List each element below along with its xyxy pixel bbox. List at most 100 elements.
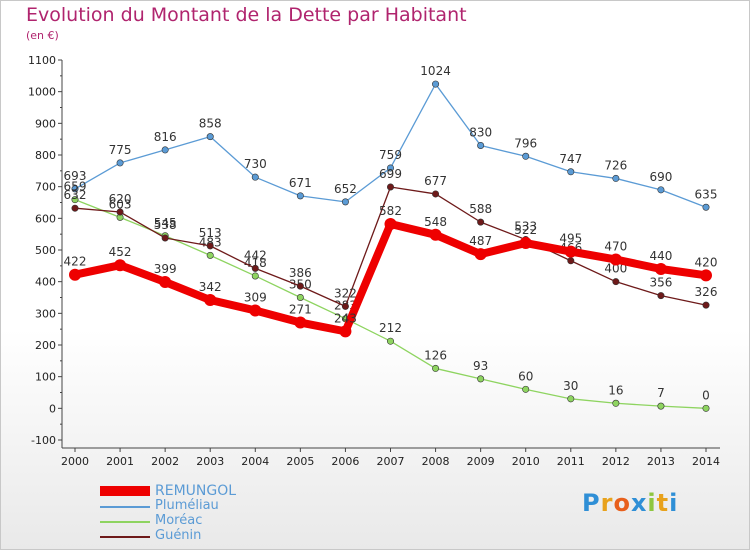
data-label-moreac: 30 [563, 379, 578, 393]
x-tick-label: 2004 [241, 455, 269, 468]
data-label-remungol: 582 [379, 204, 402, 218]
data-point-remungol [654, 263, 667, 275]
legend-item-plumeliau: Pluméliau [100, 499, 360, 514]
data-point-remungol [384, 218, 397, 231]
data-point-plumeliau [341, 198, 349, 206]
data-point-plumeliau [432, 80, 440, 88]
data-label-plumeliau: 830 [469, 126, 492, 140]
data-label-remungol: 342 [199, 280, 222, 294]
x-tick-label: 2008 [422, 455, 450, 468]
data-label-plumeliau: 816 [154, 130, 177, 144]
data-label-guenin: 588 [469, 202, 492, 216]
data-point-guenin [251, 264, 259, 272]
data-label-plumeliau: 652 [334, 182, 357, 196]
data-point-plumeliau [161, 146, 169, 154]
data-point-remungol [429, 228, 442, 241]
data-point-remungol [204, 294, 217, 307]
data-point-plumeliau [612, 174, 620, 182]
data-point-moreac [296, 293, 304, 301]
data-label-moreac: 0 [702, 388, 710, 402]
data-label-moreac: 7 [657, 386, 665, 400]
data-label-moreac: 126 [424, 348, 447, 362]
data-label-remungol: 243 [334, 311, 357, 325]
legend-swatch-remungol [100, 486, 150, 496]
data-label-remungol: 487 [469, 234, 492, 248]
data-label-remungol: 470 [604, 240, 627, 254]
data-point-guenin [612, 278, 620, 286]
data-label-plumeliau: 1024 [420, 64, 451, 78]
x-tick-label: 2001 [106, 455, 134, 468]
x-tick-label: 2011 [557, 455, 585, 468]
data-point-remungol [519, 237, 532, 250]
data-point-guenin [567, 257, 575, 265]
data-label-remungol: 399 [154, 262, 177, 276]
chart-title: Evolution du Montant de la Dette par Hab… [26, 4, 467, 26]
data-point-plumeliau [477, 142, 485, 150]
legend-swatch-moreac [100, 521, 150, 523]
x-tick-label: 2009 [467, 455, 495, 468]
data-point-moreac [386, 337, 394, 345]
data-point-guenin [116, 208, 124, 216]
y-tick-label: 300 [35, 307, 56, 320]
data-label-plumeliau: 775 [109, 143, 132, 157]
data-label-remungol: 440 [649, 249, 672, 263]
data-point-guenin [341, 302, 349, 310]
data-point-remungol [69, 268, 81, 281]
data-point-plumeliau [522, 152, 530, 160]
data-point-remungol [114, 259, 127, 272]
data-point-guenin [432, 190, 440, 198]
data-point-moreac [477, 375, 485, 383]
data-label-remungol: 422 [64, 255, 87, 269]
y-tick-label: 100 [35, 371, 56, 384]
legend: REMUNGOL Pluméliau Moréac Guénin [100, 484, 360, 544]
data-label-guenin: 322 [334, 286, 357, 300]
data-point-remungol [159, 275, 172, 288]
x-tick-label: 2014 [692, 455, 720, 468]
data-point-moreac [612, 399, 620, 407]
x-tick-label: 2006 [331, 455, 359, 468]
data-point-moreac [71, 196, 79, 204]
data-label-plumeliau: 747 [559, 152, 582, 166]
data-label-guenin: 533 [514, 220, 537, 234]
x-tick-label: 2013 [647, 455, 675, 468]
data-point-moreac [206, 251, 214, 259]
y-tick-label: -100 [31, 434, 56, 447]
data-label-guenin: 538 [154, 218, 177, 232]
proxiti-logo: Proxiti [582, 489, 679, 517]
x-tick-label: 2002 [151, 455, 179, 468]
data-label-moreac: 212 [379, 321, 402, 335]
data-point-moreac [567, 395, 575, 403]
data-point-remungol [339, 325, 352, 338]
data-label-guenin: 699 [379, 167, 402, 181]
y-tick-label: 200 [35, 339, 56, 352]
data-label-guenin: 326 [695, 285, 718, 299]
legend-label-remungol: REMUNGOL [155, 483, 237, 499]
data-point-plumeliau [702, 203, 710, 211]
data-point-guenin [657, 292, 665, 300]
data-point-moreac [251, 272, 259, 280]
data-point-moreac [432, 364, 440, 372]
data-point-remungol [249, 304, 262, 317]
x-tick-label: 2010 [512, 455, 540, 468]
data-label-guenin: 442 [244, 248, 267, 262]
y-tick-label: 700 [35, 181, 56, 194]
data-point-remungol [609, 253, 622, 266]
legend-label-guenin: Guénin [155, 528, 202, 543]
data-point-remungol [564, 245, 577, 258]
data-label-plumeliau: 858 [199, 117, 222, 131]
data-label-remungol: 452 [109, 245, 132, 259]
legend-swatch-guenin [100, 536, 150, 538]
data-label-plumeliau: 730 [244, 157, 267, 171]
data-point-plumeliau [296, 192, 304, 200]
data-label-guenin: 620 [109, 192, 132, 206]
data-label-plumeliau: 796 [514, 136, 537, 150]
data-label-remungol: 495 [559, 232, 582, 246]
data-label-moreac: 545 [154, 216, 177, 230]
x-tick-label: 2000 [61, 455, 89, 468]
data-point-moreac [522, 385, 530, 393]
data-point-plumeliau [657, 186, 665, 194]
legend-item-remungol: REMUNGOL [100, 484, 360, 499]
data-label-plumeliau: 635 [695, 187, 718, 201]
data-point-plumeliau [116, 159, 124, 167]
legend-label-moreac: Moréac [155, 513, 203, 528]
